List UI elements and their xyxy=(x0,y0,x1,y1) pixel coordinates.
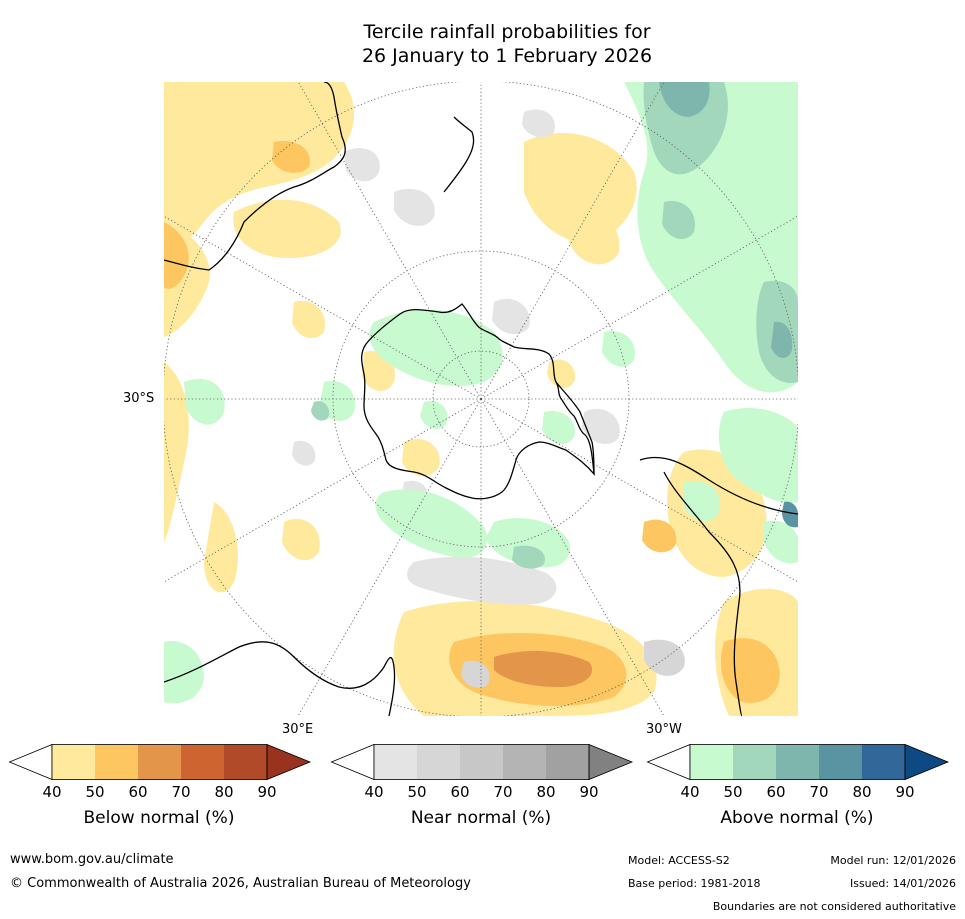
cbar3-tick: 80 xyxy=(852,783,872,801)
chart-title: Tercile rainfall probabilities for 26 Ja… xyxy=(0,20,965,68)
cbar1-tick: 70 xyxy=(171,783,191,801)
colorbar-swatch xyxy=(819,744,862,780)
colorbar-below-normal xyxy=(8,743,312,781)
above-normal-60 xyxy=(659,82,798,528)
cbar1-tick: 50 xyxy=(85,783,105,801)
colorbar-under-triangle xyxy=(8,743,53,781)
south-america-coast xyxy=(639,456,798,515)
longitude-label-30e: 30°E xyxy=(282,722,314,737)
above-normal-50 xyxy=(311,82,798,569)
footer-model-run: Model run: 12/01/2026 xyxy=(830,854,956,867)
colorbar-swatch xyxy=(224,744,267,780)
colorbar-swatch xyxy=(52,744,95,780)
longitude-label-30w: 30°W xyxy=(646,722,682,737)
cbar2-tick: 80 xyxy=(536,783,556,801)
colorbar-swatch xyxy=(546,744,589,780)
cbar3-tick: 90 xyxy=(895,783,915,801)
graticule xyxy=(164,82,798,716)
colorbar-swatch xyxy=(181,744,224,780)
colorbar-above-normal-label: Above normal (%) xyxy=(720,808,874,828)
australia-coast xyxy=(164,82,346,271)
footer-issued: Issued: 14/01/2026 xyxy=(849,877,956,890)
colorbar-over-triangle xyxy=(588,743,634,781)
south-america-east xyxy=(663,471,743,716)
cbar2-tick: 90 xyxy=(579,783,599,801)
colorbar-swatch xyxy=(503,744,546,780)
colorbar-near-normal-label: Near normal (%) xyxy=(410,808,552,828)
cbar1-tick: 90 xyxy=(257,783,277,801)
footer-base-period: Base period: 1981-2018 xyxy=(628,877,761,890)
title-line-1: Tercile rainfall probabilities for xyxy=(363,21,651,43)
cbar2-tick: 50 xyxy=(407,783,427,801)
cbar2-tick: 40 xyxy=(364,783,384,801)
map-svg xyxy=(164,82,798,716)
colorbar-swatch xyxy=(138,744,181,780)
cbar2-tick: 60 xyxy=(450,783,470,801)
footer-website-link[interactable]: www.bom.gov.au/climate xyxy=(10,852,174,867)
colorbar-near-normal-svg xyxy=(330,743,634,781)
colorbar-swatch xyxy=(95,744,138,780)
colorbar-swatch xyxy=(460,744,503,780)
colorbar-swatch xyxy=(733,744,776,780)
cbar2-tick: 70 xyxy=(493,783,513,801)
footer-copyright: © Commonwealth of Australia 2026, Austra… xyxy=(10,876,471,891)
title-line-2: 26 January to 1 February 2026 xyxy=(361,45,653,67)
polar-map xyxy=(164,82,798,716)
cbar3-tick: 70 xyxy=(809,783,829,801)
colorbar-above-normal-svg xyxy=(646,743,950,781)
africa-coast xyxy=(164,641,396,716)
below-normal-60 xyxy=(494,650,593,687)
colorbar-over-triangle xyxy=(904,743,950,781)
coastlines xyxy=(164,82,798,716)
colorbar-swatch xyxy=(776,744,819,780)
new-zealand xyxy=(443,116,475,193)
colorbar-swatch xyxy=(417,744,460,780)
latitude-label-30s: 30°S xyxy=(123,391,155,406)
colorbar-under-triangle xyxy=(330,743,375,781)
cbar3-tick: 60 xyxy=(766,783,786,801)
colorbar-swatch xyxy=(374,744,417,780)
colorbar-swatch xyxy=(690,744,733,780)
colorbar-under-triangle xyxy=(646,743,691,781)
footer-model: Model: ACCESS-S2 xyxy=(628,854,730,867)
colorbar-outline xyxy=(373,744,590,780)
colorbar-over-triangle xyxy=(266,743,312,781)
colorbar-outline xyxy=(51,744,268,780)
cbar3-tick: 40 xyxy=(680,783,700,801)
colorbar-above-normal xyxy=(646,743,950,781)
antarctica-coast xyxy=(360,303,595,500)
antarctic-peninsula xyxy=(555,381,595,475)
near-normal-regions xyxy=(292,109,685,688)
colorbar-near-normal xyxy=(330,743,634,781)
cbar1-tick: 80 xyxy=(214,783,234,801)
colorbar-swatch xyxy=(862,744,905,780)
colorbar-below-normal-label: Below normal (%) xyxy=(83,808,235,828)
cbar1-tick: 40 xyxy=(42,783,62,801)
colorbar-outline xyxy=(689,744,906,780)
colorbar-below-normal-svg xyxy=(8,743,312,781)
cbar1-tick: 60 xyxy=(128,783,148,801)
cbar3-tick: 50 xyxy=(723,783,743,801)
footer-disclaimer: Boundaries are not considered authoritat… xyxy=(712,900,956,913)
